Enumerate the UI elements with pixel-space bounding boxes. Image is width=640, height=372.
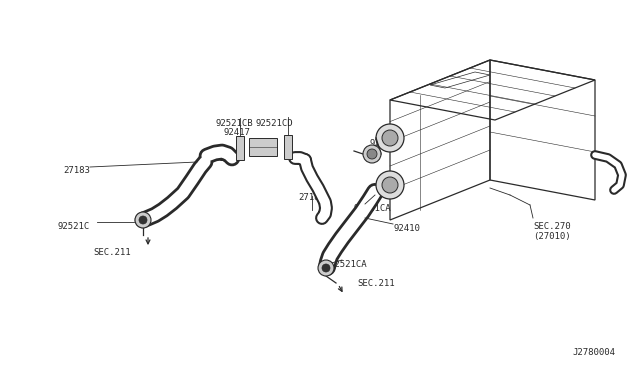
Text: 92417: 92417 — [224, 128, 251, 137]
Text: SEC.211: SEC.211 — [357, 279, 395, 288]
Bar — [236, 136, 244, 160]
Circle shape — [376, 124, 404, 152]
Text: 92521CD: 92521CD — [256, 119, 294, 128]
Text: 92521CA: 92521CA — [353, 204, 390, 213]
Circle shape — [382, 177, 398, 193]
Text: 27185: 27185 — [298, 193, 325, 202]
Circle shape — [363, 145, 381, 163]
Text: 27183: 27183 — [63, 166, 90, 175]
Text: 92521CB: 92521CB — [215, 119, 253, 128]
Circle shape — [376, 171, 404, 199]
Circle shape — [367, 149, 377, 159]
Circle shape — [135, 212, 151, 228]
Text: 92521C: 92521C — [57, 222, 89, 231]
Circle shape — [382, 130, 398, 146]
Text: 92521CA: 92521CA — [330, 260, 367, 269]
Text: J2780004: J2780004 — [572, 348, 615, 357]
Circle shape — [318, 260, 334, 276]
Circle shape — [322, 264, 330, 272]
Circle shape — [139, 216, 147, 224]
Text: SEC.211: SEC.211 — [93, 248, 131, 257]
Text: SEC.270
(27010): SEC.270 (27010) — [533, 222, 571, 241]
Bar — [284, 135, 292, 159]
Bar — [249, 138, 277, 156]
Text: 92410: 92410 — [393, 224, 420, 233]
Text: 92521C: 92521C — [370, 139, 403, 148]
